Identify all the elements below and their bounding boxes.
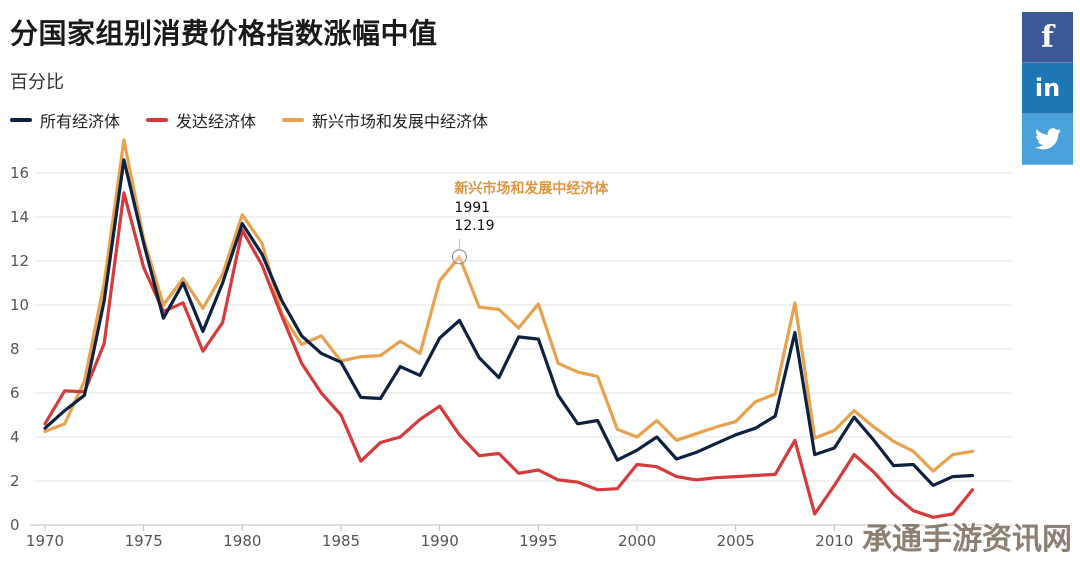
chart-title: 分国家组别消费价格指数涨幅中值 xyxy=(10,17,438,50)
series-line-emerging xyxy=(43,138,975,473)
x-tick-label: 1995 xyxy=(519,532,557,550)
share-bar: f in xyxy=(1022,12,1073,165)
series-line-all xyxy=(43,158,975,487)
legend-label-developed: 发达经济体 xyxy=(176,112,257,131)
y-tick-label: 10 xyxy=(10,296,29,314)
y-tick-label: 4 xyxy=(10,428,20,446)
x-tick-label: 2005 xyxy=(717,532,755,550)
annotation-series-label: 新兴市场和发展中经济体 xyxy=(454,180,609,197)
legend-swatch-all xyxy=(10,118,32,122)
x-tick-label: 1970 xyxy=(26,532,64,550)
annotation-marker xyxy=(451,249,467,265)
x-tick-label: 1975 xyxy=(125,532,163,550)
legend: 所有经济体 发达经济体 新兴市场和发展中经济体 xyxy=(10,108,514,132)
linkedin-icon: in xyxy=(1034,74,1061,102)
legend-item-emerging[interactable]: 新兴市场和发展中经济体 xyxy=(282,108,488,132)
legend-swatch-emerging xyxy=(282,118,305,122)
annotation-y-value: 12.19 xyxy=(454,218,494,234)
annotation-x-value: 1991 xyxy=(454,200,490,216)
twitter-share-button[interactable] xyxy=(1022,114,1073,165)
y-tick-label: 14 xyxy=(10,208,29,226)
y-tick-label: 6 xyxy=(10,384,20,402)
linkedin-share-button[interactable]: in xyxy=(1022,63,1073,114)
y-tick-label: 8 xyxy=(10,340,20,358)
y-tick-label: 12 xyxy=(10,252,29,270)
chart-subtitle: 百分比 xyxy=(10,72,64,93)
facebook-share-button[interactable]: f xyxy=(1022,12,1073,63)
y-tick-label: 16 xyxy=(10,164,29,182)
x-tick-label: 1990 xyxy=(421,532,459,550)
y-tick-label: 2 xyxy=(10,472,20,490)
x-tick-label: 2010 xyxy=(815,532,853,550)
legend-label-emerging: 新兴市场和发展中经济体 xyxy=(312,112,489,131)
x-tick-label: 1980 xyxy=(223,532,261,550)
twitter-icon xyxy=(1034,128,1061,150)
legend-label-all: 所有经济体 xyxy=(40,112,121,131)
x-tick-label: 2000 xyxy=(618,532,656,550)
watermark: 承通手游资讯网 xyxy=(862,522,1072,557)
legend-item-developed[interactable]: 发达经济体 xyxy=(146,108,256,132)
legend-swatch-developed xyxy=(146,118,169,122)
facebook-icon: f xyxy=(1041,19,1054,55)
series-line-developed xyxy=(43,191,975,519)
legend-item-all[interactable]: 所有经济体 xyxy=(10,108,120,132)
y-tick-label: 0 xyxy=(10,516,20,534)
x-tick-label: 1985 xyxy=(322,532,360,550)
